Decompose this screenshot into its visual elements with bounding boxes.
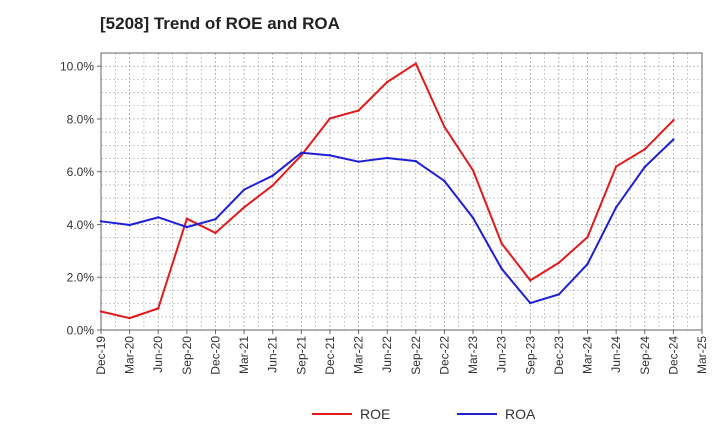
x-tick-label: Mar-24 <box>581 336 595 374</box>
x-tick-label: Mar-23 <box>466 336 480 374</box>
data-point-roe <box>586 235 589 239</box>
y-tick-label: 4.0% <box>67 218 95 232</box>
chart-title: [5208] Trend of ROE and ROA <box>100 14 340 33</box>
legend-label-roa: ROA <box>505 406 536 422</box>
data-point-roa <box>157 216 160 219</box>
data-point-roe <box>271 184 274 187</box>
legend: ROE ROA <box>312 406 536 422</box>
x-tick-label: Sep-20 <box>180 336 194 375</box>
x-tick-label: Jun-23 <box>495 336 509 373</box>
data-point-roe <box>157 307 160 310</box>
x-tick-label: Sep-24 <box>638 336 652 375</box>
data-point-roa <box>557 293 561 296</box>
legend-label-roe: ROE <box>360 406 390 422</box>
y-tick-label: 6.0% <box>67 165 95 179</box>
data-point-roa <box>414 159 418 163</box>
data-point-roe <box>500 242 503 245</box>
plot-border <box>100 52 703 331</box>
data-point-roa <box>300 151 303 154</box>
data-point-roa <box>500 267 503 270</box>
data-point-roa <box>385 156 389 160</box>
x-tick-label: Dec-21 <box>323 336 337 375</box>
axis-layer: 0.0% 2.0% 4.0% 6.0% 8.0% 10.0% Dec-19 Mar-20 Jun… <box>60 52 709 375</box>
x-tick-label: Jun-22 <box>380 336 394 373</box>
x-tick-label: Mar-21 <box>237 336 251 374</box>
data-point-roe <box>614 165 618 168</box>
data-point-roe <box>643 148 646 151</box>
data-point-roe <box>214 231 217 235</box>
data-point-roa <box>271 174 274 177</box>
x-tick-label: Sep-23 <box>523 336 537 375</box>
data-point-roe <box>300 154 303 157</box>
x-tick-label: Sep-21 <box>294 336 308 375</box>
data-point-roe <box>128 316 131 320</box>
data-point-roa <box>443 179 446 183</box>
grid-layer <box>100 52 703 331</box>
data-point-roe <box>529 279 532 282</box>
y-tick-label: 2.0% <box>67 271 95 285</box>
x-tick-label: Jun-24 <box>609 336 623 373</box>
data-point-roa <box>214 218 217 221</box>
plot-area <box>101 53 702 330</box>
x-tick-label: Dec-19 <box>94 336 108 375</box>
data-point-roa <box>586 262 589 266</box>
data-point-roa <box>357 160 360 163</box>
data-point-roa <box>242 188 246 191</box>
data-point-roa <box>128 223 131 227</box>
x-tick-label: Mar-20 <box>123 336 137 374</box>
data-point-roa <box>643 165 646 169</box>
x-tick-label: Mar-25 <box>695 336 709 374</box>
data-point-roe <box>443 125 446 129</box>
data-point-roe <box>242 206 246 209</box>
x-tick-label: Mar-22 <box>352 336 366 374</box>
y-tick-label: 8.0% <box>67 112 95 126</box>
x-tick-label: Dec-24 <box>666 336 680 375</box>
data-point-roe <box>414 62 418 65</box>
data-point-roe <box>672 119 675 122</box>
x-tick-label: Dec-22 <box>437 336 451 375</box>
data-point-roa <box>471 216 475 220</box>
data-point-roe <box>185 217 189 220</box>
data-point-roe <box>557 261 561 264</box>
x-tick-label: Jun-21 <box>266 336 280 373</box>
x-tick-label: Sep-22 <box>409 336 423 375</box>
y-tick-label: 0.0% <box>67 324 95 338</box>
data-point-roe <box>471 169 475 172</box>
x-tick-label: Dec-23 <box>552 336 566 375</box>
x-tick-label: Dec-20 <box>208 336 222 375</box>
data-point-roa <box>672 138 675 141</box>
data-point-roa <box>185 225 189 229</box>
data-point-roe <box>328 117 332 120</box>
data-point-roa <box>614 206 618 209</box>
x-tick-label: Jun-20 <box>151 336 165 373</box>
data-point-roe <box>357 109 360 112</box>
data-point-roa <box>529 301 532 305</box>
data-point-roe <box>385 80 389 84</box>
y-tick-label: 10.0% <box>60 60 94 74</box>
data-point-roa <box>328 154 332 157</box>
data-point-roe <box>99 310 103 313</box>
series-layer <box>99 62 675 320</box>
data-point-roa <box>99 220 103 223</box>
